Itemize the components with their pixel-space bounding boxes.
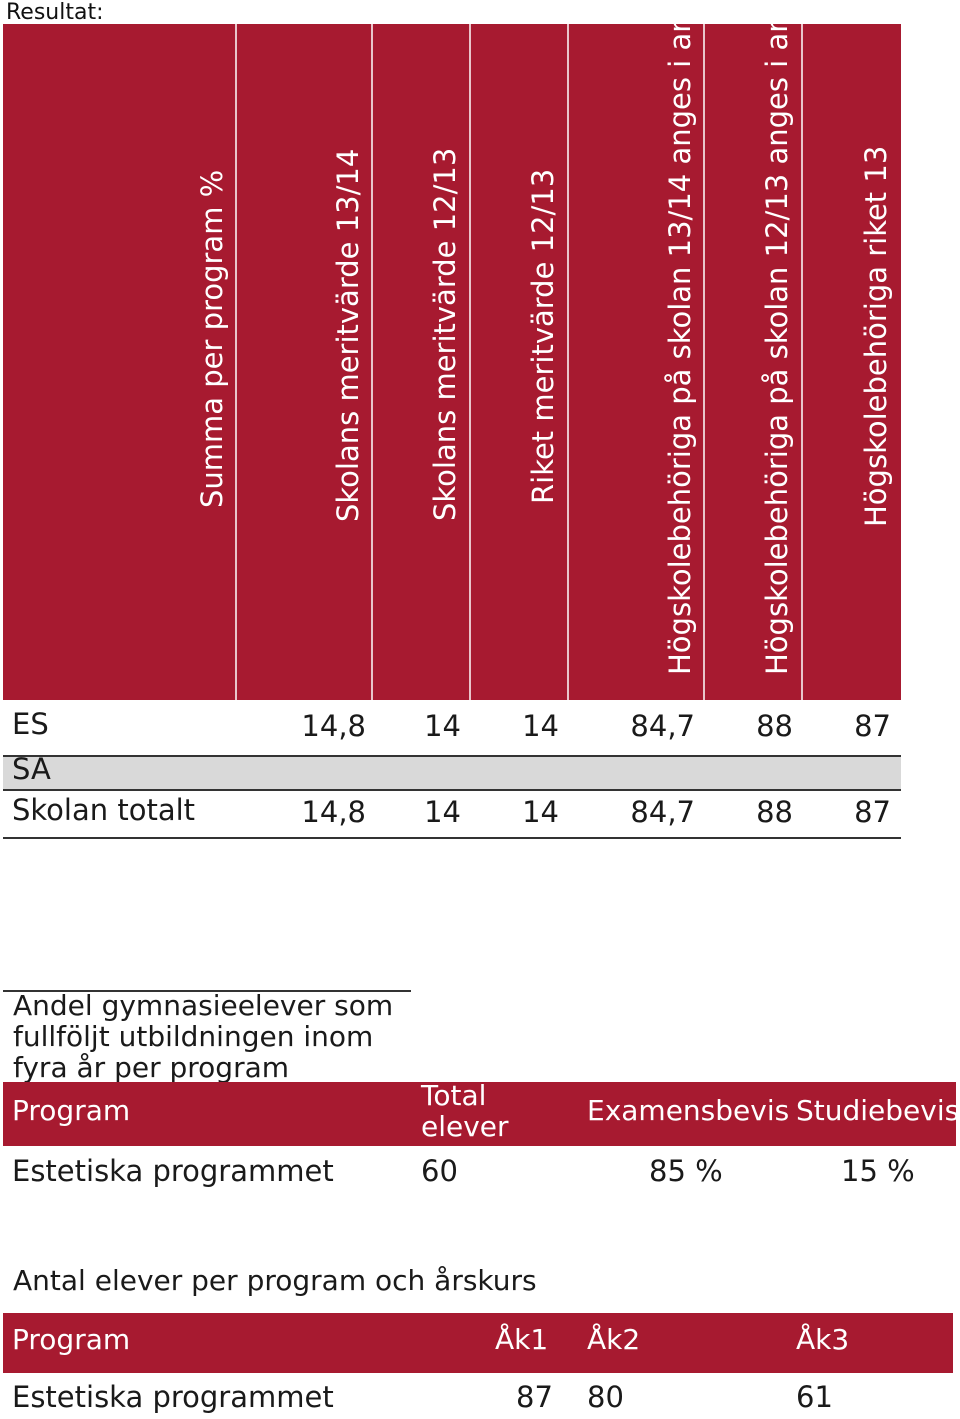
table-cell: 14 [522,795,559,829]
header-hogskolebehoriga-riket: Högskolebehöriga riket 13 [859,145,893,527]
header-examensbevis: Examensbevis [587,1094,790,1127]
header-skolans-meritvarde-1213: Skolans meritvärde 12/13 [428,147,462,521]
table-row: SA [3,752,901,789]
cell-ak1: 87 [516,1380,553,1414]
table-row: Estetiska programmet 87 80 61 [3,1376,953,1419]
header-program: Program [12,1094,131,1127]
row-divider [3,789,901,791]
column-separator [703,24,705,700]
row-label: ES [12,707,49,741]
header-program: Program [12,1323,131,1356]
table2-top-rule [3,990,411,992]
header-summa-per-program: Summa per program % [195,169,229,508]
row-label: Skolan totalt [12,793,196,827]
header-ak3: Åk3 [796,1323,850,1356]
table-cell: 14,8 [301,709,366,743]
table-cell: 87 [854,709,891,743]
table-row: Skolan totalt 14,8 14 14 84,7 88 87 [3,792,901,836]
cell-program: Estetiska programmet [12,1380,334,1414]
results-caption: Resultat: [6,0,104,25]
table-row: ES 14,8 14 14 84,7 88 87 [3,706,901,752]
table-cell: 14 [522,709,559,743]
table-row: Estetiska programmet 60 85 % 15 % [3,1150,956,1196]
header-ak1: Åk1 [495,1323,549,1356]
column-separator [371,24,373,700]
table-cell: 14,8 [301,795,366,829]
cell-studiebevis: 15 % [841,1154,915,1188]
header-riket-meritvarde-1213: Riket meritvärde 12/13 [526,168,560,504]
cell-ak3: 61 [796,1380,833,1414]
table-cell: 14 [424,795,461,829]
column-separator [801,24,803,700]
row-divider [3,755,901,757]
cell-program: Estetiska programmet [12,1154,334,1188]
table-cell: 84,7 [630,795,695,829]
table3-title: Antal elever per program och årskurs [13,1264,537,1297]
header-ak2: Åk2 [587,1323,641,1356]
column-separator [567,24,569,700]
header-total-elever: Total elever [421,1079,509,1143]
header-studiebevis: Studiebevis [796,1094,960,1127]
table-cell: 88 [756,709,793,743]
row-divider [3,837,901,839]
column-separator [235,24,237,700]
header-skolans-meritvarde-1314: Skolans meritvärde 13/14 [331,148,365,522]
row-label: SA [12,752,51,786]
table1-header: Summa per program % Skolans meritvärde 1… [3,0,901,700]
table2-header: Program Total elever Examensbevis Studie… [3,1079,960,1146]
cell-ak2: 80 [587,1380,624,1414]
cell-total: 60 [421,1154,458,1188]
cell-examensbevis: 85 % [649,1154,723,1188]
table2-title: Andel gymnasieelever som fullföljt utbil… [13,989,394,1084]
table-cell: 88 [756,795,793,829]
column-separator [469,24,471,700]
table-cell: 14 [424,709,461,743]
table-cell: 84,7 [630,709,695,743]
header-hogskolebehoriga-1314: Högskolebehöriga på skolan 13/14 anges i… [663,0,697,675]
header-hogskolebehoriga-1213: Högskolebehöriga på skolan 12/13 anges i… [760,0,794,675]
table3-header: Program Åk1 Åk2 Åk3 [3,1313,953,1373]
table-cell: 87 [854,795,891,829]
